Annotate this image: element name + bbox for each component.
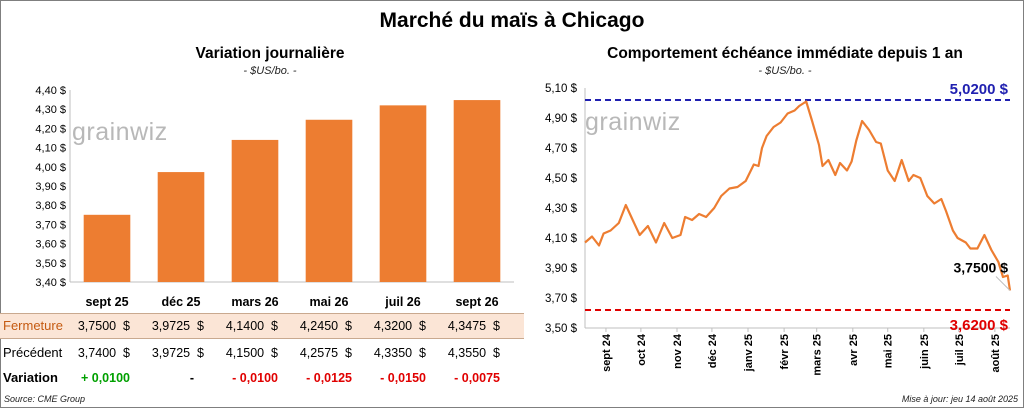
bar-y-tick-label: 3,60 $ — [35, 239, 66, 251]
table-cell: 4,3550 $ — [447, 346, 500, 360]
bar-y-tick-label: 4,40 $ — [35, 85, 66, 97]
bar-y-tick-label: 3,90 $ — [35, 181, 66, 193]
bar-2 — [231, 139, 279, 282]
bar-x-tick-label: juil 26 — [384, 295, 420, 309]
table-row: Variation + 0,0100 - - 0,0100 - 0,0125 - 0,01… — [0, 366, 524, 390]
line-x-tick-label: oct 24 — [636, 333, 648, 366]
table-cell: 4,3200 $ — [373, 319, 426, 333]
line-x-tick-label: nov 24 — [672, 333, 684, 369]
line-x-tick-label: mars 25 — [812, 334, 824, 376]
bar-x-tick-label: déc 25 — [162, 295, 201, 309]
table-row-label: Variation — [3, 370, 58, 385]
table-row: Fermeture 3,7500 $ 3,9725 $ 4,1400 $ 4,2450 … — [0, 313, 524, 339]
table-row-label: Précédent — [3, 345, 63, 360]
bar-y-tick-label: 4,20 $ — [35, 123, 66, 135]
bar-1 — [157, 172, 205, 282]
line-y-tick-label: 4,30 $ — [545, 203, 578, 215]
line-y-tick-label: 3,90 $ — [545, 263, 578, 275]
right-chart-title: Comportement échéance immédiate depuis 1… — [607, 45, 963, 62]
left-chart-title: Variation journalière — [195, 45, 345, 62]
bar-x-tick-label: mai 26 — [310, 295, 349, 309]
table-cell: - 0,0150 — [380, 371, 426, 385]
bar-4 — [379, 105, 427, 282]
table-cell: 4,3475 $ — [447, 319, 500, 333]
table-cell: 4,3350 $ — [373, 346, 426, 360]
line-x-tick-label: févr 25 — [779, 334, 791, 369]
table-row-label: Fermeture — [3, 318, 63, 333]
bar-y-tick-label: 3,40 $ — [35, 277, 66, 289]
table-cell: 4,1500 $ — [225, 346, 278, 360]
line-y-tick-label: 4,50 $ — [545, 173, 578, 185]
last-value-label: 3,7500 $ — [954, 260, 1009, 276]
table-row: Précédent 3,7400 $ 3,9725 $ 4,1500 $ 4,2575 … — [0, 341, 524, 365]
source-note: Source: CME Group — [4, 394, 86, 404]
line-y-tick-label: 4,10 $ — [545, 233, 578, 245]
page-title: Marché du maïs à Chicago — [379, 9, 645, 32]
table-cell: 3,9725 $ — [151, 319, 204, 333]
table-cell: 3,9725 $ — [151, 346, 204, 360]
bar-y-tick-label: 3,80 $ — [35, 200, 66, 212]
price-series-line — [584, 100, 1012, 291]
bar-y-tick-label: 3,70 $ — [35, 219, 66, 231]
max-label: 5,0200 $ — [950, 81, 1009, 98]
table-cell: 4,2450 $ — [299, 319, 352, 333]
line-y-tick-label: 3,70 $ — [545, 293, 578, 305]
grainwiz-logo: grainwiz — [72, 118, 168, 146]
table-cell: - 0,0125 — [306, 371, 352, 385]
bar-5 — [453, 100, 501, 282]
min-label: 3,6200 $ — [950, 317, 1009, 334]
left-chart-unit: - $US/bo. - — [243, 65, 297, 77]
bar-x-tick-label: mars 26 — [231, 295, 278, 309]
right-chart-unit: - $US/bo. - — [758, 65, 812, 77]
line-x-tick-label: sept 24 — [601, 333, 613, 372]
bar-3 — [305, 119, 353, 282]
line-x-tick-label: août 25 — [990, 334, 1002, 373]
line-x-tick-label: juil 25 — [954, 334, 966, 366]
last-value-leader — [995, 276, 1011, 291]
bar-chart: 3,40 $ 3,50 $ 3,60 $ 3,70 $ 3,80 $ 3,90 $ 4,00… — [35, 85, 514, 309]
update-note: Mise à jour: jeu 14 août 2025 — [901, 394, 1018, 404]
bar-y-tick-label: 4,10 $ — [35, 143, 66, 155]
bar-y-tick-label: 4,00 $ — [35, 162, 66, 174]
line-chart: 3,50 $ 3,70 $ 3,90 $ 4,10 $ 4,30 $ 4,50 $ 4,70… — [545, 81, 1012, 376]
table-cell: - 0,0100 — [232, 371, 278, 385]
bar-y-tick-label: 3,50 $ — [35, 258, 66, 270]
table-cell: + 0,0100 — [80, 371, 130, 385]
bar-x-tick-label: sept 25 — [85, 295, 128, 309]
line-x-tick-label: déc 24 — [707, 333, 719, 368]
table-cell: - 0,0075 — [454, 371, 500, 385]
table-cell: 3,7500 $ — [77, 319, 130, 333]
table-cell: 4,1400 $ — [225, 319, 278, 333]
line-y-tick-label: 5,10 $ — [545, 83, 578, 95]
bar-x-tick-label: sept 26 — [455, 295, 498, 309]
bar-y-tick-label: 4,30 $ — [35, 104, 66, 116]
line-y-tick-label: 4,90 $ — [545, 113, 578, 125]
table-cell: - — [189, 371, 194, 385]
line-x-tick-label: juin 25 — [919, 334, 931, 370]
line-y-tick-label: 3,50 $ — [545, 323, 578, 335]
bar-0 — [83, 214, 131, 282]
table-cell: 3,7400 $ — [77, 346, 130, 360]
line-y-tick-label: 4,70 $ — [545, 143, 578, 155]
grainwiz-logo-right: grainwiz — [585, 108, 681, 136]
line-x-tick-label: janv 25 — [743, 334, 755, 372]
table-cell: 4,2575 $ — [299, 346, 352, 360]
line-x-tick-label: mai 25 — [883, 334, 895, 368]
line-x-tick-label: avr 25 — [848, 334, 860, 366]
